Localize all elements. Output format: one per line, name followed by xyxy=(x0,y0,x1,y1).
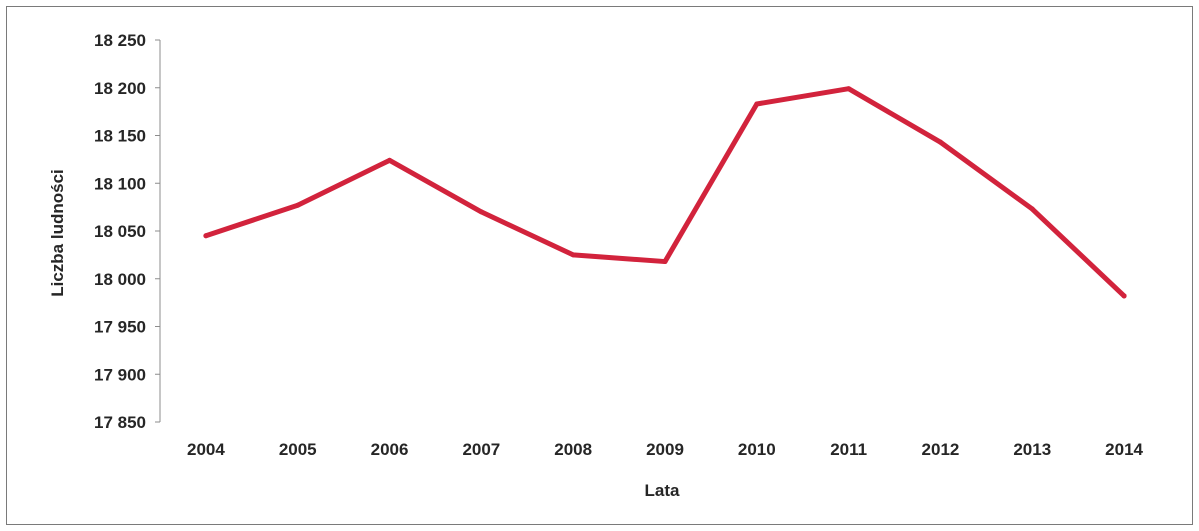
chart-frame xyxy=(6,6,1193,525)
x-axis-title: Lata xyxy=(645,481,681,500)
x-tick-label: 2011 xyxy=(830,440,867,459)
series-line xyxy=(203,86,1127,299)
y-tick-label: 18 150 xyxy=(94,127,146,146)
x-tick-label: 2007 xyxy=(462,440,500,459)
x-tick-label: 2006 xyxy=(371,440,409,459)
x-tick-label: 2009 xyxy=(646,440,684,459)
y-tick-label: 18 250 xyxy=(94,31,146,50)
data-point-2006 xyxy=(387,157,393,163)
data-point-2005 xyxy=(295,202,301,208)
data-point-2014 xyxy=(1121,293,1127,299)
data-point-2008 xyxy=(570,252,576,258)
x-tick-label: 2012 xyxy=(922,440,960,459)
y-axis-title: Liczba ludności xyxy=(48,169,67,297)
data-point-2011 xyxy=(846,86,852,92)
data-point-2012 xyxy=(937,139,943,145)
y-tick-label: 18 050 xyxy=(94,222,146,241)
y-tick-label: 17 950 xyxy=(94,318,146,337)
y-axis: 17 850 17 900 17 950 18 000 18 050 18 100 18 1… xyxy=(94,31,161,432)
data-point-2007 xyxy=(478,209,484,215)
x-tick-label: 2004 xyxy=(187,440,225,459)
x-tick-label: 2013 xyxy=(1013,440,1051,459)
data-point-2009 xyxy=(662,259,668,265)
y-tick-label: 17 850 xyxy=(94,413,146,432)
x-tick-label: 2008 xyxy=(554,440,592,459)
data-point-2004 xyxy=(203,233,209,239)
y-tick-label: 18 200 xyxy=(94,79,146,98)
x-tick-label: 2005 xyxy=(279,440,317,459)
x-tick-label: 2010 xyxy=(738,440,776,459)
y-tick-label: 17 900 xyxy=(94,365,146,384)
x-axis: 2004 2005 2006 2007 2008 2009 2010 2011 2012 2013… xyxy=(187,440,1144,459)
series-group xyxy=(203,86,1127,299)
y-tick-label: 18 000 xyxy=(94,270,146,289)
data-point-2010 xyxy=(754,101,760,107)
data-point-2013 xyxy=(1029,206,1035,212)
x-tick-label: 2014 xyxy=(1105,440,1143,459)
y-tick-label: 18 100 xyxy=(94,174,146,193)
